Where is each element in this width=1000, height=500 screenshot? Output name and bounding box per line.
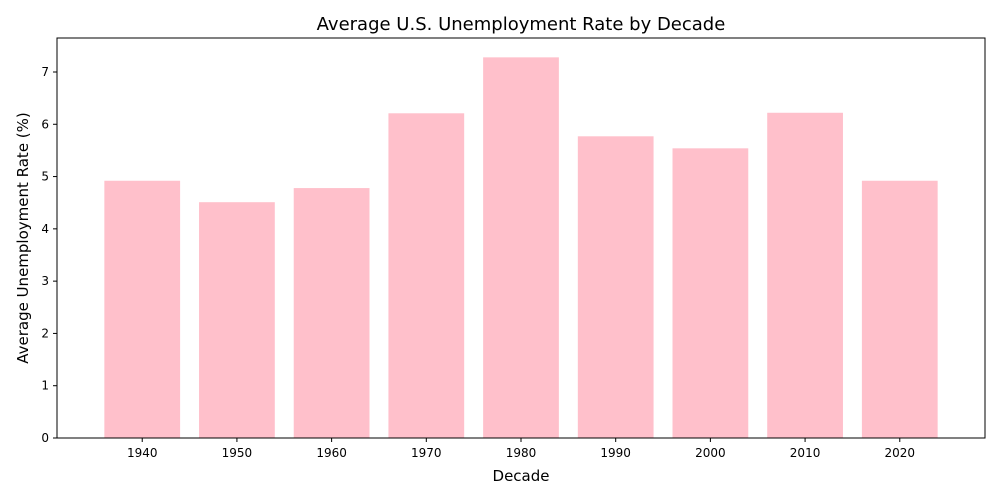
y-tick-label-0: 0	[41, 431, 49, 445]
bar-1940	[104, 180, 181, 438]
bar-1960	[293, 188, 370, 438]
bar-2010	[767, 112, 843, 438]
y-tick-label-2: 2	[41, 326, 49, 340]
x-tick-label-1970: 1970	[411, 446, 442, 460]
y-axis-label: Average Unemployment Rate (%)	[14, 112, 32, 364]
y-axis-ticks: 0 1 2 3 4 5 6 7	[41, 65, 57, 445]
x-tick-label-1990: 1990	[600, 446, 631, 460]
x-tick-label-1950: 1950	[222, 446, 253, 460]
y-tick-label-6: 6	[41, 117, 49, 131]
x-tick-label-2020: 2020	[885, 446, 916, 460]
bar-1980	[483, 57, 559, 438]
bar-1990	[577, 136, 654, 438]
x-tick-label-2010: 2010	[790, 446, 821, 460]
y-tick-label-5: 5	[41, 170, 49, 184]
bar-1950	[199, 202, 275, 438]
x-tick-label-1960: 1960	[316, 446, 347, 460]
bar-2000	[672, 148, 749, 439]
x-tick-label-1980: 1980	[506, 446, 537, 460]
bar-2020	[861, 180, 938, 438]
y-tick-label-1: 1	[41, 379, 49, 393]
y-tick-label-4: 4	[41, 222, 49, 236]
bar-1970	[388, 113, 465, 438]
chart-title: Average U.S. Unemployment Rate by Decade	[317, 14, 726, 35]
x-axis-label: Decade	[493, 467, 550, 485]
x-tick-label-2000: 2000	[695, 446, 726, 460]
y-tick-label-3: 3	[41, 274, 49, 288]
x-tick-label-1940: 1940	[127, 446, 158, 460]
bars-layer	[104, 57, 938, 439]
x-axis-ticks: 1940 1950 1960 1970 1980 1990 2000 2010 2020	[127, 438, 915, 460]
y-tick-label-7: 7	[41, 65, 49, 79]
